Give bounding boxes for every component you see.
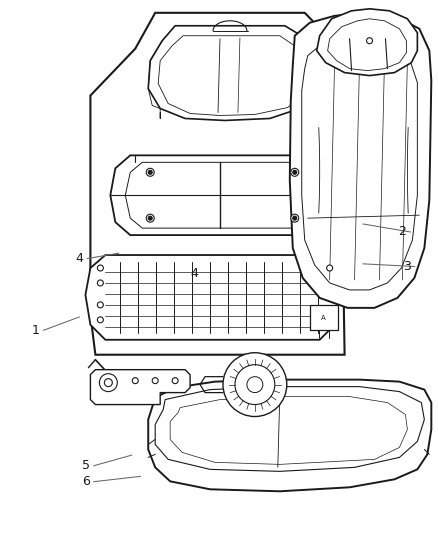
Polygon shape: [125, 163, 324, 228]
Text: 4: 4: [75, 252, 83, 265]
Text: 4: 4: [190, 267, 198, 280]
Polygon shape: [170, 397, 407, 464]
Circle shape: [97, 280, 103, 286]
Circle shape: [132, 378, 138, 384]
Circle shape: [327, 265, 332, 271]
Circle shape: [104, 378, 112, 386]
Circle shape: [367, 38, 372, 44]
Circle shape: [99, 374, 117, 392]
Circle shape: [146, 214, 154, 222]
Circle shape: [291, 168, 299, 176]
Circle shape: [97, 317, 103, 323]
Polygon shape: [85, 255, 339, 340]
Text: A: A: [321, 315, 326, 321]
Circle shape: [291, 214, 299, 222]
Polygon shape: [290, 13, 431, 308]
Circle shape: [247, 377, 263, 393]
Polygon shape: [158, 36, 310, 116]
Circle shape: [293, 216, 297, 220]
Text: 5: 5: [82, 459, 90, 472]
Polygon shape: [90, 13, 345, 355]
Text: 2: 2: [399, 225, 406, 238]
Circle shape: [97, 302, 103, 308]
Text: 6: 6: [82, 475, 90, 488]
Circle shape: [146, 168, 154, 176]
Text: 3: 3: [403, 260, 411, 273]
Circle shape: [327, 322, 332, 328]
Polygon shape: [317, 9, 417, 76]
Circle shape: [235, 365, 275, 405]
Polygon shape: [148, 379, 431, 491]
Text: 1: 1: [32, 324, 39, 337]
Polygon shape: [310, 305, 338, 330]
Polygon shape: [148, 26, 320, 120]
Circle shape: [97, 265, 103, 271]
Circle shape: [148, 171, 152, 174]
Circle shape: [148, 216, 152, 220]
Polygon shape: [302, 38, 417, 290]
Polygon shape: [155, 386, 424, 471]
Polygon shape: [110, 155, 335, 235]
Circle shape: [172, 378, 178, 384]
Polygon shape: [90, 370, 190, 405]
Circle shape: [152, 378, 158, 384]
Circle shape: [293, 171, 297, 174]
Circle shape: [223, 353, 287, 416]
Polygon shape: [328, 19, 406, 71]
